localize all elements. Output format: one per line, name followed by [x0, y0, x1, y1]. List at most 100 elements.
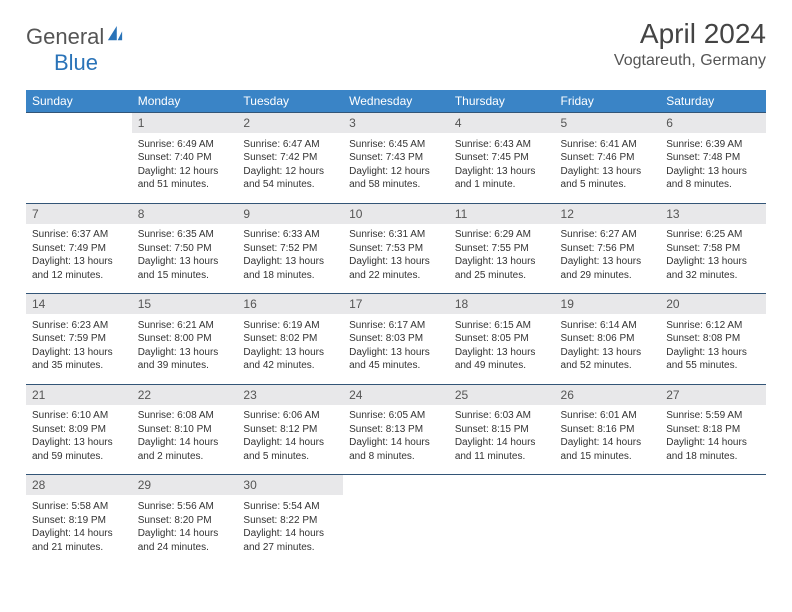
- daylight-text-1: Daylight: 13 hours: [138, 346, 232, 360]
- day-number-cell: 9: [237, 203, 343, 224]
- daylight-text-1: Daylight: 14 hours: [138, 527, 232, 541]
- day-number-cell: 18: [449, 294, 555, 315]
- sunrise-text: Sunrise: 6:45 AM: [349, 138, 443, 152]
- page-title: April 2024: [614, 18, 766, 50]
- sunrise-text: Sunrise: 6:06 AM: [243, 409, 337, 423]
- daylight-text-1: Daylight: 13 hours: [243, 346, 337, 360]
- day-data-cell: Sunrise: 6:41 AMSunset: 7:46 PMDaylight:…: [555, 133, 661, 203]
- day-data-cell: Sunrise: 6:37 AMSunset: 7:49 PMDaylight:…: [26, 224, 132, 294]
- sunset-text: Sunset: 8:06 PM: [561, 332, 655, 346]
- daylight-text-1: Daylight: 13 hours: [561, 346, 655, 360]
- day-data-cell: Sunrise: 6:05 AMSunset: 8:13 PMDaylight:…: [343, 405, 449, 475]
- day-data-cell: Sunrise: 6:23 AMSunset: 7:59 PMDaylight:…: [26, 314, 132, 384]
- day-header: Monday: [132, 90, 238, 113]
- sunrise-text: Sunrise: 6:10 AM: [32, 409, 126, 423]
- day-data-cell: Sunrise: 5:58 AMSunset: 8:19 PMDaylight:…: [26, 495, 132, 565]
- sunrise-text: Sunrise: 6:37 AM: [32, 228, 126, 242]
- daylight-text-1: Daylight: 14 hours: [243, 527, 337, 541]
- day-number-cell: 3: [343, 113, 449, 134]
- sunrise-text: Sunrise: 6:29 AM: [455, 228, 549, 242]
- daylight-text-1: Daylight: 14 hours: [32, 527, 126, 541]
- day-header: Wednesday: [343, 90, 449, 113]
- sunset-text: Sunset: 7:48 PM: [666, 151, 760, 165]
- sunset-text: Sunset: 7:50 PM: [138, 242, 232, 256]
- sunset-text: Sunset: 8:18 PM: [666, 423, 760, 437]
- day-data-cell: Sunrise: 6:43 AMSunset: 7:45 PMDaylight:…: [449, 133, 555, 203]
- sunrise-text: Sunrise: 6:05 AM: [349, 409, 443, 423]
- week-data-row: Sunrise: 6:23 AMSunset: 7:59 PMDaylight:…: [26, 314, 766, 384]
- daylight-text-2: and 42 minutes.: [243, 359, 337, 373]
- day-data-cell: Sunrise: 6:45 AMSunset: 7:43 PMDaylight:…: [343, 133, 449, 203]
- sunset-text: Sunset: 8:12 PM: [243, 423, 337, 437]
- sunrise-text: Sunrise: 6:35 AM: [138, 228, 232, 242]
- week-daynum-row: 78910111213: [26, 203, 766, 224]
- day-data-cell: [660, 495, 766, 565]
- day-header: Thursday: [449, 90, 555, 113]
- sunset-text: Sunset: 7:55 PM: [455, 242, 549, 256]
- daylight-text-1: Daylight: 13 hours: [561, 165, 655, 179]
- sunrise-text: Sunrise: 6:23 AM: [32, 319, 126, 333]
- sunset-text: Sunset: 8:10 PM: [138, 423, 232, 437]
- daylight-text-1: Daylight: 14 hours: [138, 436, 232, 450]
- daylight-text-2: and 5 minutes.: [561, 178, 655, 192]
- page-header: GeneralBlue April 2024 Vogtareuth, Germa…: [26, 18, 766, 76]
- sunset-text: Sunset: 8:13 PM: [349, 423, 443, 437]
- sunrise-text: Sunrise: 6:14 AM: [561, 319, 655, 333]
- day-number-cell: 6: [660, 113, 766, 134]
- sunset-text: Sunset: 7:42 PM: [243, 151, 337, 165]
- day-number-cell: 12: [555, 203, 661, 224]
- sunrise-text: Sunrise: 6:21 AM: [138, 319, 232, 333]
- day-number-cell: 25: [449, 384, 555, 405]
- daylight-text-2: and 15 minutes.: [561, 450, 655, 464]
- day-number-cell: [26, 113, 132, 134]
- daylight-text-2: and 24 minutes.: [138, 541, 232, 555]
- day-data-cell: Sunrise: 6:17 AMSunset: 8:03 PMDaylight:…: [343, 314, 449, 384]
- daylight-text-2: and 15 minutes.: [138, 269, 232, 283]
- day-data-cell: Sunrise: 5:56 AMSunset: 8:20 PMDaylight:…: [132, 495, 238, 565]
- day-number-cell: [343, 475, 449, 496]
- day-data-cell: Sunrise: 6:08 AMSunset: 8:10 PMDaylight:…: [132, 405, 238, 475]
- daylight-text-1: Daylight: 12 hours: [349, 165, 443, 179]
- sunset-text: Sunset: 8:05 PM: [455, 332, 549, 346]
- day-number-cell: 13: [660, 203, 766, 224]
- day-number-cell: 16: [237, 294, 343, 315]
- sunset-text: Sunset: 7:58 PM: [666, 242, 760, 256]
- daylight-text-2: and 8 minutes.: [349, 450, 443, 464]
- day-data-cell: Sunrise: 6:31 AMSunset: 7:53 PMDaylight:…: [343, 224, 449, 294]
- day-number-cell: 20: [660, 294, 766, 315]
- sunrise-text: Sunrise: 6:43 AM: [455, 138, 549, 152]
- sunrise-text: Sunrise: 6:12 AM: [666, 319, 760, 333]
- sunset-text: Sunset: 8:09 PM: [32, 423, 126, 437]
- daylight-text-1: Daylight: 13 hours: [349, 346, 443, 360]
- sunrise-text: Sunrise: 5:59 AM: [666, 409, 760, 423]
- daylight-text-1: Daylight: 13 hours: [561, 255, 655, 269]
- day-data-cell: Sunrise: 6:15 AMSunset: 8:05 PMDaylight:…: [449, 314, 555, 384]
- daylight-text-2: and 54 minutes.: [243, 178, 337, 192]
- daylight-text-2: and 29 minutes.: [561, 269, 655, 283]
- daylight-text-2: and 18 minutes.: [243, 269, 337, 283]
- daylight-text-1: Daylight: 13 hours: [138, 255, 232, 269]
- sunset-text: Sunset: 7:53 PM: [349, 242, 443, 256]
- daylight-text-1: Daylight: 12 hours: [138, 165, 232, 179]
- daylight-text-2: and 22 minutes.: [349, 269, 443, 283]
- sunset-text: Sunset: 7:43 PM: [349, 151, 443, 165]
- sunset-text: Sunset: 7:45 PM: [455, 151, 549, 165]
- daylight-text-2: and 2 minutes.: [138, 450, 232, 464]
- sunset-text: Sunset: 7:49 PM: [32, 242, 126, 256]
- day-data-cell: [26, 133, 132, 203]
- daylight-text-1: Daylight: 13 hours: [349, 255, 443, 269]
- daylight-text-2: and 5 minutes.: [243, 450, 337, 464]
- day-data-cell: Sunrise: 6:01 AMSunset: 8:16 PMDaylight:…: [555, 405, 661, 475]
- day-data-cell: Sunrise: 6:25 AMSunset: 7:58 PMDaylight:…: [660, 224, 766, 294]
- week-data-row: Sunrise: 6:10 AMSunset: 8:09 PM Daylight:…: [26, 405, 766, 475]
- daylight-text-1: Daylight: 14 hours: [666, 436, 760, 450]
- day-header-row: Sunday Monday Tuesday Wednesday Thursday…: [26, 90, 766, 113]
- daylight-text-2: and 1 minute.: [455, 178, 549, 192]
- sunset-text: Sunset: 7:52 PM: [243, 242, 337, 256]
- sunrise-text: Sunrise: 6:01 AM: [561, 409, 655, 423]
- daylight-text-2: and 45 minutes.: [349, 359, 443, 373]
- daylight-text-2: and 55 minutes.: [666, 359, 760, 373]
- day-number-cell: 22: [132, 384, 238, 405]
- location-subtitle: Vogtareuth, Germany: [614, 52, 766, 70]
- logo-text-blue: Blue: [54, 50, 98, 75]
